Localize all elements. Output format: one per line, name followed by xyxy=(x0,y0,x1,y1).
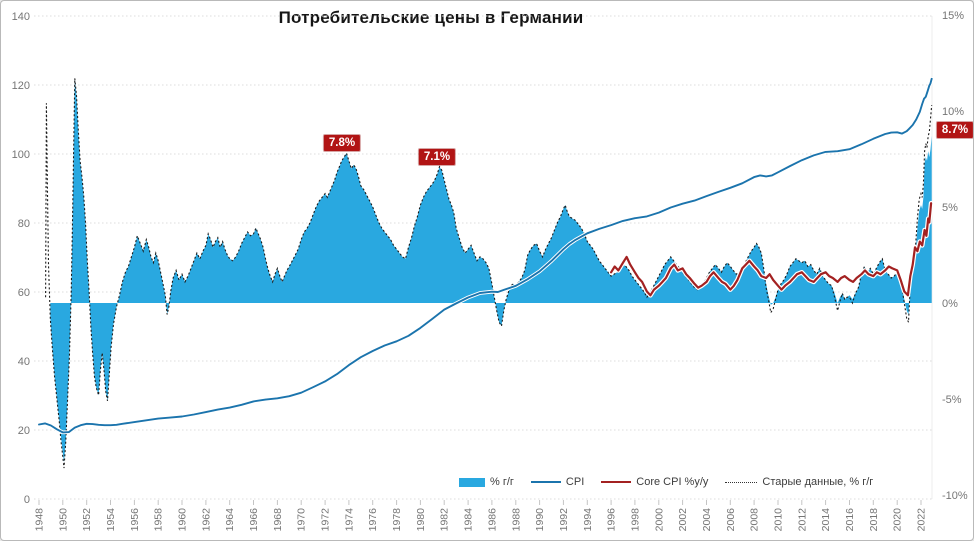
legend-label-2: CPI xyxy=(565,476,585,488)
x-axis-year-label: 1970 xyxy=(296,508,308,532)
annotation-badge-1981-peak: 7.1% xyxy=(418,149,456,165)
chart-title: Потребительские цены в Германии xyxy=(278,8,584,27)
line-series-cpi-halo xyxy=(37,76,934,435)
x-axis-year-label: 1982 xyxy=(439,508,451,532)
x-axis-year-label: 2020 xyxy=(892,508,904,532)
y-axis-right-labels: 15% 10% 5% 0% -5% -10% xyxy=(942,10,968,502)
x-axis-year-label: 1980 xyxy=(415,508,427,532)
y-axis-right-tick-label: 15% xyxy=(942,10,964,22)
y-axis-right-tick-label: 5% xyxy=(942,202,958,214)
y-axis-left-tick-label: 0 xyxy=(24,494,30,506)
legend-label-1: % г/г xyxy=(490,476,514,488)
x-axis-year-label: 2016 xyxy=(844,508,856,532)
x-axis-year-label: 2012 xyxy=(796,508,808,532)
y-axis-left-tick-label: 140 xyxy=(12,11,30,23)
legend-marker-core-line xyxy=(601,481,632,483)
legend-marker-cpi-line xyxy=(530,481,561,483)
y-axis-left-tick-label: 40 xyxy=(18,356,30,368)
x-axis-year-label: 1948 xyxy=(34,508,46,532)
x-axis-year-label: 1994 xyxy=(582,508,594,532)
dashed-series-old-data xyxy=(45,78,933,469)
legend-marker-dashed-line xyxy=(725,481,758,483)
y-axis-right-tick-label: 0% xyxy=(942,298,958,310)
legend-label-3: Core CPI %y/y xyxy=(636,476,709,488)
area-series-percent-yoy xyxy=(50,78,932,463)
x-axis-year-label: 2002 xyxy=(677,508,689,532)
x-axis-year-label: 2008 xyxy=(749,508,761,532)
x-axis-year-label: 1956 xyxy=(129,508,141,532)
x-axis-year-label: 2010 xyxy=(773,508,785,532)
x-axis-year-label: 2004 xyxy=(701,508,713,532)
y-axis-left-tick-label: 80 xyxy=(18,218,30,230)
x-axis-year-label: 1952 xyxy=(81,508,93,532)
x-axis-year-label: 1986 xyxy=(486,508,498,532)
y-axis-left-tick-label: 60 xyxy=(18,287,30,299)
gridlines xyxy=(34,15,933,500)
x-axis-year-label: 1974 xyxy=(343,508,355,532)
x-axis-year-label: 1962 xyxy=(200,508,212,532)
x-axis-year-label: 1972 xyxy=(320,508,332,532)
x-axis-year-label: 1998 xyxy=(629,508,641,532)
y-axis-left-tick-label: 20 xyxy=(18,425,30,437)
y-axis-right-tick-label: -5% xyxy=(942,394,962,406)
x-axis-year-label: 2022 xyxy=(916,508,928,532)
x-axis-year-label: 1964 xyxy=(224,508,236,532)
x-axis-year-label: 1984 xyxy=(463,508,475,532)
x-axis-year-label: 1960 xyxy=(177,508,189,532)
x-axis-year-label: 1958 xyxy=(153,508,165,532)
x-axis-labels: 1948 1950 1952 1954 1956 1958 1960 1962 1964 1966… xyxy=(34,500,928,531)
y-axis-right-tick-label: 10% xyxy=(942,106,964,118)
y-axis-left-labels: 140 120 100 80 60 40 20 0 xyxy=(12,11,30,506)
x-axis-year-label: 1992 xyxy=(558,508,570,532)
annotation-badge-latest-value: 8.7% xyxy=(936,122,973,138)
x-axis-year-label: 1966 xyxy=(248,508,260,532)
x-axis-year-label: 1988 xyxy=(510,508,522,532)
x-axis-year-label: 2000 xyxy=(653,508,665,532)
annotation-badge-1973-peak: 7.8% xyxy=(323,135,361,151)
x-axis-year-label: 2006 xyxy=(725,508,737,532)
y-axis-left-tick-label: 100 xyxy=(12,149,30,161)
line-series-core-cpi xyxy=(609,202,933,297)
x-axis-year-label: 1978 xyxy=(391,508,403,532)
legend-item-4: Старые данные, % г/г xyxy=(725,476,873,488)
y-axis-right-tick-label: -10% xyxy=(942,490,968,502)
legend-item-3: Core CPI %y/y xyxy=(601,476,708,488)
line-series-cpi xyxy=(38,77,933,434)
legend-item-2: CPI xyxy=(530,476,585,488)
legend-marker-area xyxy=(459,477,485,487)
y-axis-left-tick-label: 120 xyxy=(12,80,30,92)
x-axis-year-label: 1954 xyxy=(105,508,117,532)
x-axis-year-label: 1976 xyxy=(367,508,379,532)
x-axis-year-label: 1990 xyxy=(534,508,546,532)
legend-item-1: % г/г xyxy=(459,476,514,488)
x-axis-year-label: 2018 xyxy=(868,508,880,532)
legend: % г/г CPI Core CPI %y/y Старые данные, % г/… xyxy=(459,476,873,488)
x-axis-year-label: 1996 xyxy=(606,508,618,532)
x-axis-year-label: 1950 xyxy=(57,508,69,532)
legend-label-4: Старые данные, % г/г xyxy=(762,476,874,488)
x-axis-year-label: 2014 xyxy=(820,508,832,532)
x-axis-year-label: 1968 xyxy=(272,508,284,532)
